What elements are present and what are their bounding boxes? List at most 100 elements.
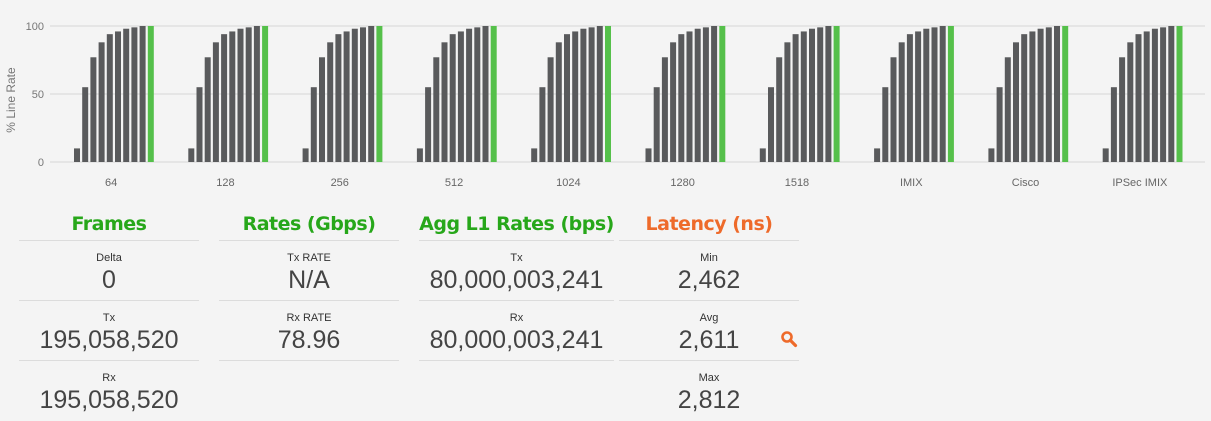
bar — [776, 57, 783, 162]
bar — [678, 34, 685, 162]
x-tick-label: 256 — [331, 177, 349, 189]
stat-l1-tx: Tx 80,000,003,241 — [419, 241, 614, 301]
bar — [221, 34, 228, 162]
stat-value: N/A — [288, 266, 330, 294]
stat-value: 2,611 — [678, 326, 740, 354]
panel-title: Frames — [19, 210, 199, 241]
bar — [898, 42, 905, 162]
stat-latency-min: Min 2,462 — [619, 241, 799, 301]
stat-label: Tx — [102, 312, 116, 324]
bar — [792, 34, 799, 162]
bar — [482, 26, 489, 162]
bar — [74, 148, 80, 162]
frames-panel: Frames Delta 0 Tx 195,058,520 Rx 195,058… — [19, 210, 199, 421]
stat-tx: Tx 195,058,520 — [19, 301, 199, 361]
stat-rx: Rx 195,058,520 — [19, 361, 199, 421]
bar — [694, 28, 701, 162]
bar-final — [605, 26, 611, 162]
x-tick-label: 1518 — [785, 177, 809, 189]
panel-title: Agg L1 Rates (bps) — [419, 210, 614, 241]
bar — [204, 57, 211, 162]
bar — [1037, 28, 1044, 162]
bar — [1021, 34, 1028, 162]
stat-value: 78.96 — [277, 326, 341, 354]
bar — [890, 57, 897, 162]
bar — [327, 42, 334, 162]
stat-label: Rx RATE — [286, 312, 332, 324]
stat-value: 80,000,003,241 — [429, 326, 604, 354]
bar — [253, 26, 260, 162]
bar — [457, 31, 464, 162]
bar — [645, 148, 652, 162]
bar — [123, 28, 130, 162]
bar — [1054, 26, 1060, 162]
bar — [351, 28, 358, 162]
bar — [996, 87, 1003, 162]
bar — [580, 28, 587, 162]
bar — [711, 26, 718, 162]
bar — [229, 31, 236, 162]
bar — [115, 31, 121, 162]
bar — [98, 42, 105, 162]
bar — [564, 34, 570, 162]
bar — [1135, 34, 1142, 162]
bar — [596, 26, 603, 162]
bar-final — [1062, 26, 1069, 162]
bar — [531, 148, 538, 162]
bar-final — [376, 26, 383, 162]
bar — [784, 42, 791, 162]
x-tick-label: IPSec IMIX — [1112, 177, 1168, 189]
stat-value: 195,058,520 — [39, 326, 179, 354]
bar — [441, 42, 448, 162]
stat-label: Max — [698, 372, 720, 384]
bar — [212, 42, 219, 162]
bar — [343, 31, 350, 162]
bar — [555, 42, 562, 162]
magnifier-icon[interactable] — [780, 330, 798, 348]
bar-final — [1176, 26, 1183, 162]
bar — [302, 148, 309, 162]
bar — [1004, 57, 1011, 162]
agg-l1-rates-panel: Agg L1 Rates (bps) Tx 80,000,003,241 Rx … — [419, 210, 614, 361]
bar — [670, 42, 677, 162]
bar — [90, 57, 97, 162]
x-tick-label: 128 — [216, 177, 234, 189]
bar — [310, 87, 317, 162]
bar — [1127, 42, 1134, 162]
stat-value: 80,000,003,241 — [429, 266, 604, 294]
bar — [572, 31, 579, 162]
bar — [539, 87, 546, 162]
bar — [106, 34, 113, 162]
bar — [588, 27, 595, 162]
bar — [1029, 31, 1036, 162]
bar-final — [719, 26, 726, 162]
bar — [139, 26, 146, 162]
bar — [1168, 26, 1175, 162]
stat-label: Avg — [699, 312, 719, 324]
bar — [1013, 42, 1019, 162]
bar — [474, 27, 481, 162]
bar — [768, 87, 774, 162]
bar — [686, 31, 693, 162]
bar — [1143, 31, 1150, 162]
stat-delta: Delta 0 — [19, 241, 199, 301]
bar — [915, 31, 922, 162]
bar — [923, 28, 930, 162]
bar — [188, 148, 195, 162]
bar — [416, 148, 423, 162]
bar — [817, 27, 824, 162]
bar — [800, 31, 807, 162]
stat-tx-rate: Tx RATE N/A — [219, 241, 399, 301]
bar — [882, 87, 889, 162]
y-tick-label: 50 — [32, 89, 44, 101]
bar — [809, 28, 815, 162]
bar-final — [147, 26, 154, 162]
bar — [368, 26, 375, 162]
latency-panel: Latency (ns) Min 2,462 Avg 2,611 Max 2,8… — [619, 210, 799, 421]
bar — [237, 28, 244, 162]
bar — [1151, 28, 1158, 162]
y-axis-label: % Line Rate — [4, 67, 18, 133]
bar — [319, 57, 325, 162]
stat-value: 2,462 — [677, 266, 741, 294]
stat-rx-rate: Rx RATE 78.96 — [219, 301, 399, 361]
